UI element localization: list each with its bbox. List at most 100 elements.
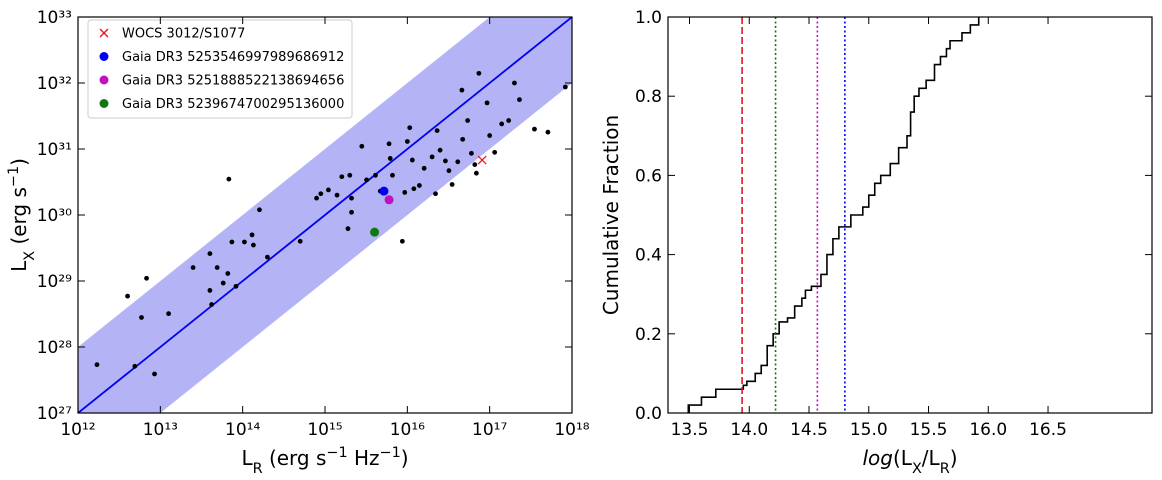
marker-dot <box>265 254 270 260</box>
x-tick-label: 15.0 <box>850 420 888 440</box>
y-tick-label: 0.2 <box>635 325 662 345</box>
marker-dot <box>125 293 130 299</box>
y-axis-label: LX (erg s−1) <box>6 158 38 272</box>
label-part: −1 <box>326 445 347 461</box>
panel: WOCS 3012/S1077 Gaia DR3 5253546997989686… <box>6 8 590 477</box>
marker-dot <box>214 265 220 270</box>
marker-dot <box>226 176 232 182</box>
marker-dot <box>499 121 505 127</box>
marker-dot <box>225 271 231 276</box>
marker-dot <box>472 162 478 168</box>
marker-dot <box>487 133 493 138</box>
label-part: ) <box>950 446 958 470</box>
marker-dot <box>384 195 394 205</box>
legend-label: Gaia DR3 5251888522138694656 <box>122 74 344 89</box>
x-tick-label: 10¹⁸ <box>554 420 589 440</box>
marker-dot <box>94 362 100 368</box>
marker-dot <box>373 172 378 178</box>
relation-line <box>78 17 572 413</box>
panel: 13.5 14.0 14.5 15.0 15.5 16.0 16.5 0.0 0.2 0.4 0.6… <box>599 8 1153 477</box>
marker-dot <box>209 302 215 307</box>
marker-dot <box>99 52 109 61</box>
marker-dot <box>387 156 393 161</box>
y-tick-label: 10³² <box>37 74 72 94</box>
marker-dot <box>416 183 422 188</box>
marker-dot <box>545 129 551 135</box>
x-tick-label: 13.5 <box>671 420 709 440</box>
y-tick-label: 10³¹ <box>37 140 72 160</box>
marker-dot <box>379 186 389 196</box>
marker-dot <box>144 275 149 281</box>
marker-dot <box>139 315 144 320</box>
x-tick-label: 10¹² <box>60 420 95 440</box>
marker-dot <box>318 191 324 197</box>
marker-dot <box>459 87 465 93</box>
y-tick-label: 10²⁸ <box>37 338 72 358</box>
marker-dot <box>229 239 235 245</box>
y-tick-label: 10³⁰ <box>37 206 72 226</box>
legend-label: WOCS 3012/S1077 <box>122 27 245 42</box>
marker-stroke <box>477 155 487 165</box>
marker-dot <box>437 147 443 153</box>
marker-dot <box>207 251 213 257</box>
plot-area <box>78 17 572 413</box>
marker-dot <box>99 99 109 108</box>
marker-dot <box>326 187 331 193</box>
y-tick-label: 10²⁷ <box>37 404 72 424</box>
marker-dot <box>257 207 262 213</box>
cdf-step <box>687 17 980 413</box>
x-tick-label: 14.5 <box>790 420 828 440</box>
x-axis-label: log(LX/LR) <box>862 446 957 476</box>
label-part: −1 <box>380 445 401 461</box>
marker-dot <box>473 170 479 176</box>
label-part: X <box>22 251 38 261</box>
marker-dot <box>562 84 568 90</box>
label-part: R <box>253 461 263 476</box>
marker-x <box>99 28 109 38</box>
marker-dot <box>409 157 415 163</box>
label-part: (L <box>893 446 913 470</box>
legend-box <box>87 19 353 119</box>
y-tick-label: 0.0 <box>635 404 662 424</box>
y-tick-label: 10²⁹ <box>37 272 72 292</box>
marker-dot <box>297 238 303 244</box>
x-tick-label: 10¹⁴ <box>225 420 260 440</box>
marker-dot <box>386 141 392 147</box>
marker-dot <box>349 209 354 215</box>
marker-dot <box>446 168 452 174</box>
marker-dot <box>390 172 395 178</box>
marker-dot <box>339 174 345 180</box>
y-tick-label: 0.4 <box>635 246 662 266</box>
label-part: (erg s <box>263 446 327 470</box>
x-tick-label: 10¹⁵ <box>307 420 342 440</box>
label-part: /L <box>922 446 941 470</box>
marker-dot <box>359 143 365 149</box>
marker-dot <box>512 80 517 86</box>
marker-dot <box>404 139 410 144</box>
marker-dot <box>99 75 109 85</box>
label-part: Hz <box>348 446 380 470</box>
label-part: L <box>7 260 31 272</box>
marker-dot <box>411 186 417 192</box>
marker-dot <box>492 149 498 155</box>
marker-dot <box>407 125 413 131</box>
label-part: log <box>862 446 893 470</box>
x-tick-label: 14.0 <box>730 420 768 440</box>
marker-dot <box>166 311 171 317</box>
marker-dot <box>429 154 435 160</box>
y-tick-label: 1.0 <box>635 8 662 28</box>
marker-dot <box>455 159 461 165</box>
label-part: R <box>940 461 950 476</box>
marker-dot <box>449 182 455 187</box>
marker-dot <box>469 150 474 156</box>
axes-frame <box>667 16 1153 414</box>
marker-dot <box>132 363 138 369</box>
legend-label: Gaia DR3 5239674700295136000 <box>122 97 344 112</box>
y-tick-label: 0.8 <box>635 87 662 107</box>
marker-dot <box>220 280 226 286</box>
marker-dot <box>443 158 448 164</box>
marker-dot <box>250 242 256 248</box>
label-part: L <box>241 446 253 470</box>
marker-dot <box>345 226 351 232</box>
